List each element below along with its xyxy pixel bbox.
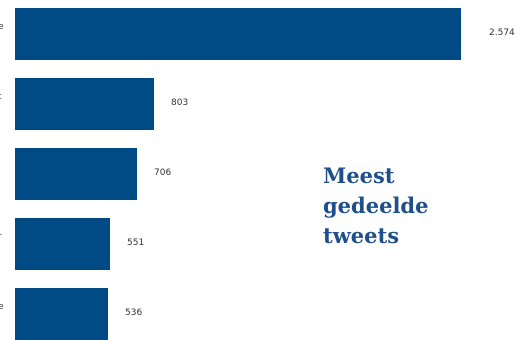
- bar-4: [15, 218, 110, 270]
- chart-title-line-3: tweets: [323, 223, 400, 248]
- bar-value-label-1: 2.574: [489, 28, 515, 38]
- bar-value-label-5: 536: [125, 308, 143, 318]
- category-label-fragment-5: e: [0, 302, 4, 312]
- bar-5: [15, 288, 108, 340]
- chart-title: Meest gedeelde tweets: [323, 161, 473, 251]
- bar-1: [15, 8, 461, 60]
- bar-2: [15, 78, 154, 130]
- category-label-fragment-1: e: [0, 22, 4, 32]
- bar-value-label-2: 803: [171, 98, 189, 108]
- bar-value-label-3: 706: [154, 168, 172, 178]
- category-label-fragment-4: r: [0, 232, 2, 242]
- category-label-fragment-2: t: [0, 92, 2, 102]
- chart-title-line-2: gedeelde: [323, 193, 429, 218]
- bar-value-label-4: 551: [127, 238, 145, 248]
- chart-title-line-1: Meest: [323, 163, 395, 188]
- bar-3: [15, 148, 137, 200]
